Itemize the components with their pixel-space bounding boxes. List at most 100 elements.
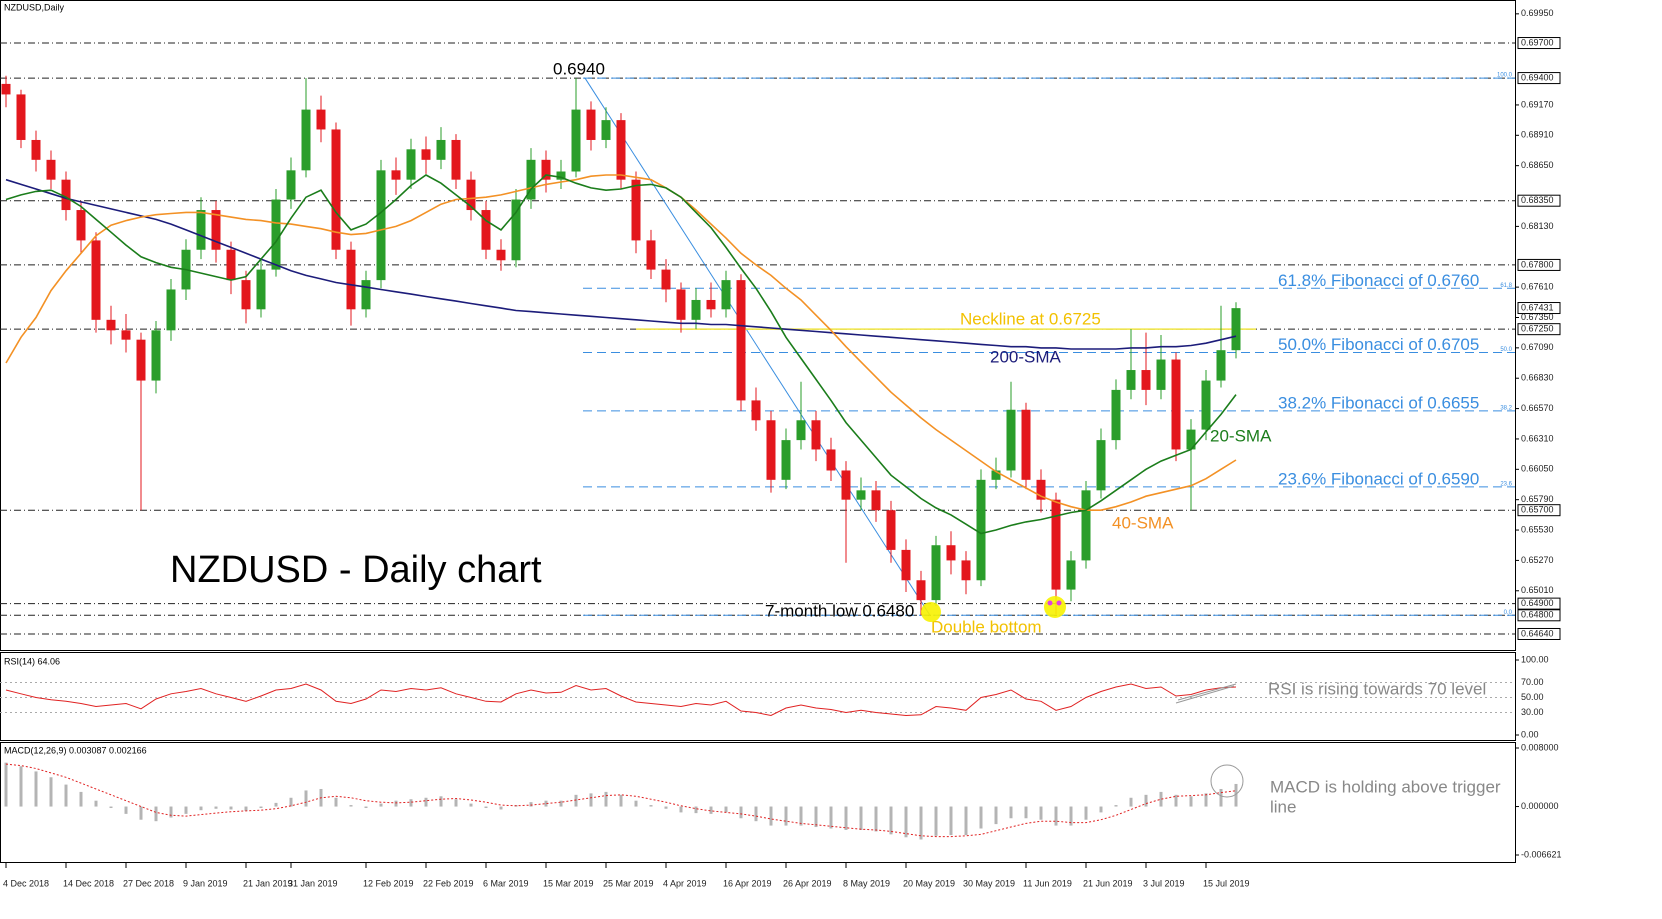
candle-body — [931, 545, 941, 601]
x-tick-label: 4 Dec 2018 — [3, 878, 49, 888]
candle-body — [916, 580, 926, 601]
macd-bar — [1159, 791, 1163, 807]
bottom-dot — [1047, 600, 1053, 606]
macd-bar — [619, 794, 623, 807]
candle-body — [961, 560, 971, 581]
y-tick-label: 0.00 — [1521, 729, 1539, 739]
macd-bar — [1024, 806, 1028, 819]
y-tick-label: 0.67350 — [1521, 312, 1554, 322]
sma-line — [5, 174, 1237, 535]
x-tick-label: 26 Apr 2019 — [783, 878, 832, 888]
macd-bar — [994, 806, 998, 825]
candle-body — [721, 280, 731, 310]
macd-bar — [739, 806, 743, 819]
macd-bar — [874, 806, 878, 832]
candle-body — [1141, 370, 1151, 390]
macd-bar — [94, 800, 98, 807]
macd-bar — [424, 797, 428, 807]
macd-bar — [79, 791, 83, 807]
price-panel — [0, 0, 1516, 651]
candle-body — [1201, 380, 1211, 430]
macd-bar — [139, 806, 143, 820]
level-label: 0.64640 — [1521, 628, 1554, 638]
macd-bar — [1174, 794, 1178, 807]
macd-bar — [199, 806, 203, 811]
sma-line — [5, 178, 1237, 350]
macd-bar — [469, 803, 473, 807]
candle-body — [991, 470, 1001, 480]
macd-bar — [934, 806, 938, 836]
x-tick-label: 14 Dec 2018 — [63, 878, 114, 888]
candle-body — [751, 400, 761, 421]
candle-body — [166, 289, 176, 331]
macd-bar — [559, 800, 563, 807]
macd-bar — [889, 806, 893, 835]
macd-bar — [379, 803, 383, 807]
level-box — [1517, 323, 1561, 336]
candle-body — [466, 179, 476, 211]
macd-bar — [1099, 806, 1103, 813]
level-box — [1517, 37, 1561, 50]
level-box — [1517, 194, 1561, 207]
y-tick-label: 100.00 — [1521, 654, 1549, 664]
candle-body — [976, 479, 986, 581]
macd-bar — [1039, 806, 1043, 820]
macd-bar — [694, 806, 698, 814]
candle-body — [826, 449, 836, 471]
macd-bar — [289, 797, 293, 807]
macd-title: MACD(12,26,9) 0.003087 0.002166 — [4, 745, 147, 755]
bottom-dot — [1056, 600, 1062, 606]
macd-bar — [919, 806, 923, 840]
macd-bar — [4, 762, 8, 807]
y-tick-label: 0.68910 — [1521, 130, 1554, 140]
macd-bar — [799, 806, 803, 826]
symbol-label: NZDUSD,Daily — [4, 2, 65, 12]
level-label: 0.69400 — [1521, 72, 1554, 82]
candle-body — [886, 510, 896, 550]
macd-bar — [1234, 783, 1238, 807]
y-tick-label: 0.008000 — [1521, 742, 1559, 752]
x-tick-label: 16 Apr 2019 — [723, 878, 772, 888]
macd-bar — [169, 806, 173, 818]
macd-bar — [784, 806, 788, 826]
level-label: 0.64800 — [1521, 610, 1554, 620]
candle-body — [1036, 479, 1046, 500]
macd-bar — [439, 796, 443, 807]
fib-tag: 61.8 — [1500, 283, 1512, 289]
candle-body — [1186, 429, 1196, 450]
candle-body — [151, 330, 161, 381]
macd-bar — [334, 797, 338, 807]
candle-body — [796, 420, 806, 441]
x-tick-label: 6 Mar 2019 — [483, 878, 529, 888]
y-tick-label: 30.00 — [1521, 707, 1544, 717]
candle-body — [316, 109, 326, 130]
candle-body — [286, 170, 296, 200]
x-tick-label: 8 May 2019 — [843, 878, 890, 888]
macd-bar — [184, 806, 188, 814]
x-tick-label: 21 Jun 2019 — [1083, 878, 1133, 888]
y-tick-label: 0.66310 — [1521, 433, 1554, 443]
candle-body — [46, 159, 56, 180]
macd-bar — [364, 806, 368, 809]
candle-body — [76, 210, 86, 241]
x-tick-label: 22 Feb 2019 — [423, 878, 474, 888]
y-tick-label: 70.00 — [1521, 677, 1544, 687]
fib-tag: 50.0 — [1500, 347, 1512, 353]
candle-body — [616, 120, 626, 180]
macd-annotation: MACD is holding above trigger — [1270, 777, 1501, 796]
x-tick-label: 11 Jun 2019 — [1023, 878, 1072, 888]
macd-bar — [1069, 806, 1073, 826]
candle-body — [271, 199, 281, 270]
macd-bar — [1009, 806, 1013, 819]
macd-bar — [634, 800, 638, 807]
candle-body — [526, 159, 536, 200]
level-box — [1517, 258, 1561, 271]
rsi-panel — [0, 652, 1516, 741]
level-box — [1517, 597, 1561, 610]
candle-body — [691, 299, 701, 320]
neckline-label: Neckline at 0.6725 — [960, 309, 1101, 328]
fib-label: 23.6% Fibonacci of 0.6590 — [1278, 469, 1479, 488]
candle-body — [646, 240, 656, 270]
y-tick-label: 0.68130 — [1521, 221, 1554, 231]
candle-body — [121, 330, 131, 340]
